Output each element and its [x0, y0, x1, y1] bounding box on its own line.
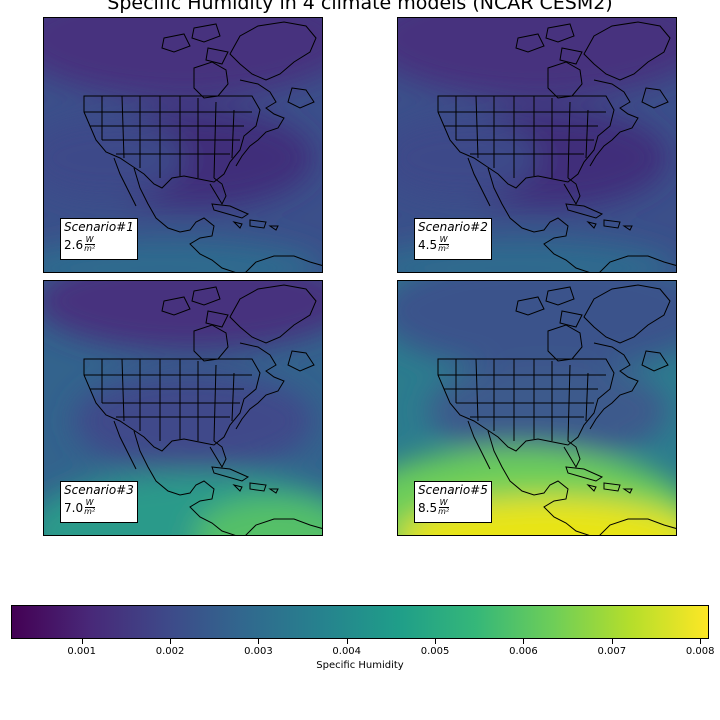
colorbar — [11, 605, 709, 639]
unit-denominator: m² — [84, 507, 96, 516]
colorbar-tick — [700, 639, 702, 644]
unit-numerator: W — [84, 235, 95, 245]
colorbar-tick-label: 0.005 — [420, 646, 450, 657]
forcing-value: 8.5 W m² — [418, 499, 488, 516]
colorbar-tick — [435, 639, 437, 644]
unit-denominator: m² — [438, 244, 450, 253]
scenario-label: Scenario#3 — [64, 483, 134, 497]
colorbar-tick — [346, 639, 348, 644]
forcing-number: 2.6 — [64, 237, 84, 252]
scenario-label: Scenario#1 — [64, 220, 134, 234]
scenario-legend: Scenario#5 8.5 W m² — [414, 481, 492, 523]
scenario-legend: Scenario#2 4.5 W m² — [414, 218, 492, 260]
map-panel-4: Scenario#5 8.5 W m² — [397, 280, 677, 536]
forcing-unit: W m² — [84, 499, 95, 516]
unit-numerator: W — [438, 498, 449, 508]
colorbar-tick-label: 0.004 — [332, 646, 362, 657]
forcing-number: 4.5 — [418, 237, 438, 252]
scenario-legend: Scenario#1 2.6 W m² — [60, 218, 138, 260]
colorbar-tick — [523, 639, 525, 644]
colorbar-tick-label: 0.006 — [509, 646, 538, 657]
unit-denominator: m² — [84, 244, 96, 253]
forcing-value: 7.0 W m² — [64, 499, 134, 516]
colorbar-tick-label: 0.003 — [244, 646, 273, 657]
forcing-number: 8.5 — [418, 500, 438, 515]
colorbar-tick — [81, 639, 83, 644]
colorbar-tick-label: 0.001 — [67, 646, 96, 657]
unit-denominator: m² — [438, 507, 450, 516]
forcing-unit: W m² — [84, 236, 95, 253]
scenario-legend: Scenario#3 7.0 W m² — [60, 481, 138, 523]
forcing-number: 7.0 — [64, 500, 84, 515]
colorbar-tick — [170, 639, 172, 644]
map-panel-1: Scenario#1 2.6 W m² — [43, 17, 323, 273]
map-panel-2: Scenario#2 4.5 W m² — [397, 17, 677, 273]
colorbar-tick-label: 0.007 — [597, 646, 627, 657]
colorbar-tick — [258, 639, 260, 644]
colorbar-tick — [611, 639, 613, 644]
unit-numerator: W — [438, 235, 449, 245]
forcing-unit: W m² — [438, 236, 449, 253]
scenario-label: Scenario#2 — [418, 220, 488, 234]
scenario-label: Scenario#5 — [418, 483, 488, 497]
forcing-value: 4.5 W m² — [418, 236, 488, 253]
colorbar-tick-label: 0.008 — [685, 646, 715, 657]
forcing-unit: W m² — [438, 499, 449, 516]
figure-title: Specific Humidity in 4 climate models (N… — [107, 0, 613, 14]
colorbar-tick-label: 0.002 — [155, 646, 185, 657]
colorbar-label: Specific Humidity — [316, 660, 404, 671]
forcing-value: 2.6 W m² — [64, 236, 134, 253]
map-panel-3: Scenario#3 7.0 W m² — [43, 280, 323, 536]
unit-numerator: W — [84, 498, 95, 508]
